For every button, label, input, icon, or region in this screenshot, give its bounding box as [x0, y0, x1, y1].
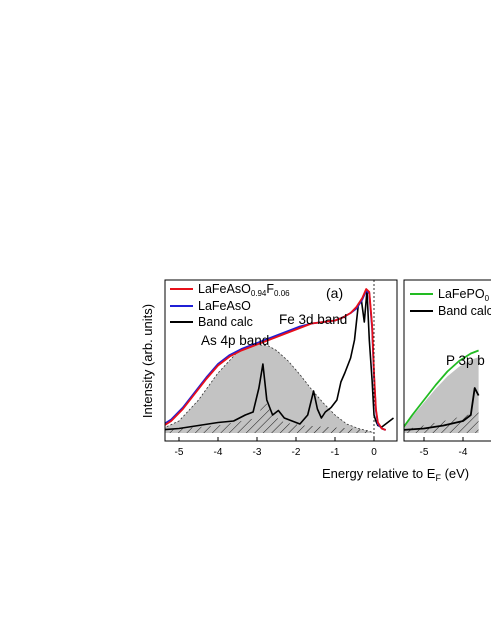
x-tick-label: 0: [371, 447, 377, 458]
panel-a: -5 -4 -3 -2 -1 0 LaFeAsO0.94F0.06 LaFeAsO Ban…: [164, 279, 398, 458]
series-line-band-calc: [165, 289, 394, 431]
series-line-lafeaso0-94f0-06: [165, 288, 387, 431]
shaded-region-p-3p-band: [404, 357, 479, 433]
legend-label-lafeaso: LaFeAsO: [198, 299, 251, 313]
shaded-region-hatched: [165, 400, 374, 433]
x-tick-label: -3: [253, 447, 262, 458]
panel-a-frame: [164, 279, 398, 442]
legend-label-lafepo: LaFePO0: [438, 287, 490, 303]
x-tick-label-b: -5: [420, 447, 429, 458]
legend-label-lafeasof: LaFeAsO0.94F0.06: [198, 282, 290, 298]
x-tick-label: -5: [175, 447, 184, 458]
shaded-region-as-4p-band: [165, 344, 374, 433]
x-tick-label: -4: [214, 447, 223, 458]
annotation-fe-3d-band: Fe 3d band: [279, 312, 347, 327]
x-tick-label: -2: [292, 447, 301, 458]
series-line-lafepo-b: [404, 349, 479, 429]
panel-b-legend: LaFePO0 Band calc: [410, 287, 491, 318]
y-axis-label: Intensity (arb. units): [140, 304, 155, 418]
panel-b: -5 -4 LaFePO0 Band calc P 3p b: [403, 279, 491, 458]
panel-b-frame: [403, 279, 491, 442]
legend-label-band-calc-b: Band calc: [438, 304, 491, 318]
x-tick-label: -1: [331, 447, 340, 458]
panel-label-a: (a): [326, 285, 343, 301]
annotation-as-4p-band: As 4p band: [201, 333, 269, 348]
x-axis-label: Energy relative to EF (eV): [322, 466, 469, 483]
annotation-p-3p-band: P 3p b: [446, 353, 485, 368]
panel-a-legend: LaFeAsO0.94F0.06 LaFeAsO Band calc: [170, 282, 290, 329]
series-line-band-calc-b: [404, 387, 480, 431]
legend-label-band-calc: Band calc: [198, 315, 253, 329]
x-tick-label-b: -4: [459, 447, 468, 458]
shaded-region-outline: [165, 344, 375, 434]
